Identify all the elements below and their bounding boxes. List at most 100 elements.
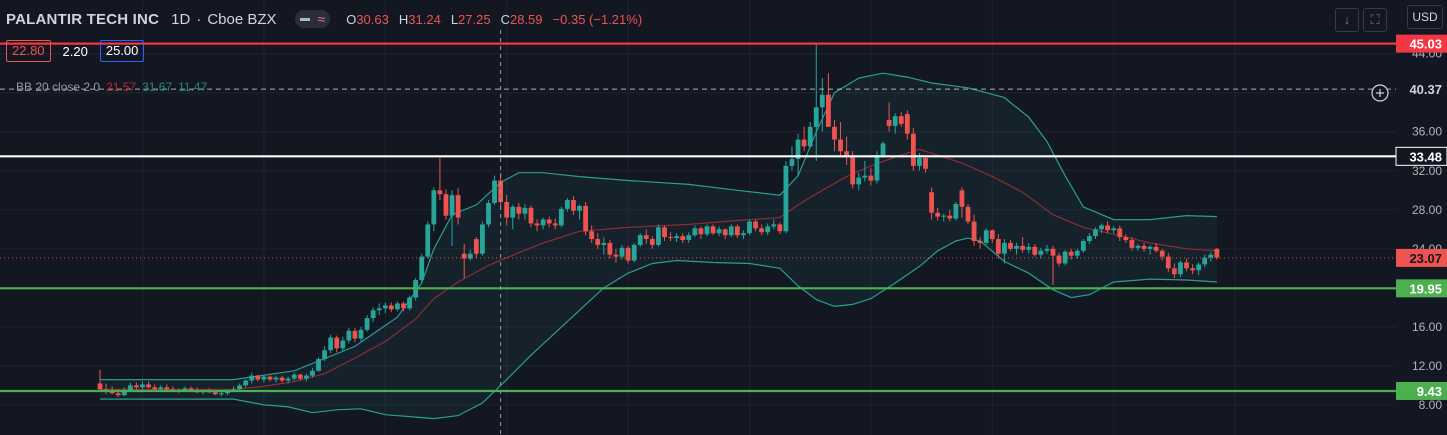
candle[interactable] — [935, 207, 941, 221]
candle[interactable] — [1038, 247, 1044, 259]
candle[interactable] — [741, 230, 746, 240]
candle[interactable] — [977, 237, 983, 249]
candle[interactable] — [643, 229, 649, 244]
candle[interactable] — [516, 202, 522, 220]
candle[interactable] — [358, 326, 364, 342]
candle[interactable] — [334, 335, 340, 353]
candle[interactable] — [316, 357, 321, 372]
arrow-down-icon[interactable]: ↓ — [1335, 8, 1359, 32]
candle[interactable] — [947, 209, 953, 222]
candle[interactable] — [267, 375, 273, 382]
candle[interactable] — [449, 190, 455, 246]
level-box-left[interactable]: 22.80 — [6, 40, 51, 62]
candle[interactable] — [376, 303, 382, 316]
candle[interactable] — [255, 374, 261, 382]
candle[interactable] — [1117, 225, 1123, 242]
candle[interactable] — [589, 225, 595, 243]
candle[interactable] — [704, 224, 710, 237]
candle[interactable] — [1208, 251, 1214, 262]
candle[interactable] — [668, 232, 673, 242]
candle[interactable] — [1111, 226, 1117, 234]
candle[interactable] — [826, 73, 831, 127]
candle[interactable] — [431, 187, 437, 232]
symbol-name[interactable]: PALANTIR TECH INC — [6, 10, 160, 28]
candle[interactable] — [910, 127, 916, 171]
candle[interactable] — [455, 188, 461, 225]
candle[interactable] — [674, 233, 680, 242]
candle[interactable] — [607, 240, 613, 259]
candle[interactable] — [625, 245, 631, 264]
candle[interactable] — [1008, 240, 1013, 251]
candle[interactable] — [249, 372, 255, 384]
candle[interactable] — [1002, 239, 1007, 264]
candle[interactable] — [995, 234, 1001, 259]
candle[interactable] — [1087, 233, 1092, 244]
candle[interactable] — [716, 226, 722, 237]
candle[interactable] — [140, 381, 145, 390]
candle[interactable] — [941, 213, 947, 222]
candle[interactable] — [492, 175, 497, 205]
candle[interactable] — [152, 384, 158, 391]
candle[interactable] — [1062, 249, 1068, 266]
candle[interactable] — [558, 206, 564, 228]
candle[interactable] — [346, 327, 352, 344]
candle[interactable] — [522, 203, 528, 220]
candle[interactable] — [261, 375, 267, 383]
candle[interactable] — [1165, 252, 1171, 273]
candle[interactable] — [989, 229, 995, 243]
candle[interactable] — [303, 373, 309, 382]
candle[interactable] — [571, 196, 576, 215]
candle[interactable] — [801, 126, 807, 152]
candle[interactable] — [1032, 243, 1038, 257]
candle[interactable] — [1147, 244, 1153, 255]
currency-button[interactable]: USD — [1407, 5, 1443, 29]
candle[interactable] — [1099, 223, 1104, 234]
candle[interactable] — [546, 216, 552, 228]
candle[interactable] — [97, 369, 103, 393]
candle[interactable] — [1056, 252, 1062, 267]
candle[interactable] — [819, 78, 825, 132]
candle[interactable] — [613, 248, 619, 263]
candle[interactable] — [1080, 239, 1086, 253]
candle[interactable] — [1026, 242, 1032, 254]
candle[interactable] — [692, 225, 698, 238]
candle[interactable] — [734, 224, 740, 239]
candle[interactable] — [1171, 263, 1177, 279]
candle[interactable] — [680, 233, 686, 243]
candle[interactable] — [285, 376, 291, 384]
candle[interactable] — [965, 203, 971, 225]
candle[interactable] — [722, 228, 728, 240]
candle[interactable] — [813, 43, 819, 162]
candle[interactable] — [419, 253, 425, 283]
candle[interactable] — [510, 204, 516, 230]
candle[interactable] — [1123, 234, 1129, 243]
candle[interactable] — [443, 189, 449, 220]
candle[interactable] — [765, 223, 771, 236]
candle[interactable] — [1190, 264, 1195, 275]
candle[interactable] — [467, 249, 473, 261]
candle[interactable] — [662, 225, 667, 242]
candle[interactable] — [297, 373, 303, 381]
candle[interactable] — [1135, 243, 1141, 251]
plus-icon[interactable] — [1371, 84, 1389, 102]
interval-label[interactable]: 1D — [171, 10, 191, 28]
candle[interactable] — [1020, 237, 1026, 253]
candle[interactable] — [1074, 248, 1080, 259]
candle[interactable] — [564, 198, 570, 212]
candle[interactable] — [134, 382, 139, 390]
candle[interactable] — [892, 113, 898, 134]
candle[interactable] — [1129, 237, 1135, 251]
candle[interactable] — [146, 381, 151, 389]
candle[interactable] — [1105, 221, 1111, 234]
candle[interactable] — [388, 302, 394, 313]
candle[interactable] — [789, 146, 795, 171]
candle[interactable] — [1044, 244, 1050, 254]
candle[interactable] — [480, 221, 485, 256]
candle[interactable] — [898, 112, 904, 127]
candle[interactable] — [880, 141, 886, 158]
candle[interactable] — [656, 224, 661, 247]
candle[interactable] — [540, 217, 546, 230]
candle[interactable] — [832, 120, 837, 152]
candle[interactable] — [1159, 248, 1165, 261]
candle[interactable] — [364, 315, 370, 332]
